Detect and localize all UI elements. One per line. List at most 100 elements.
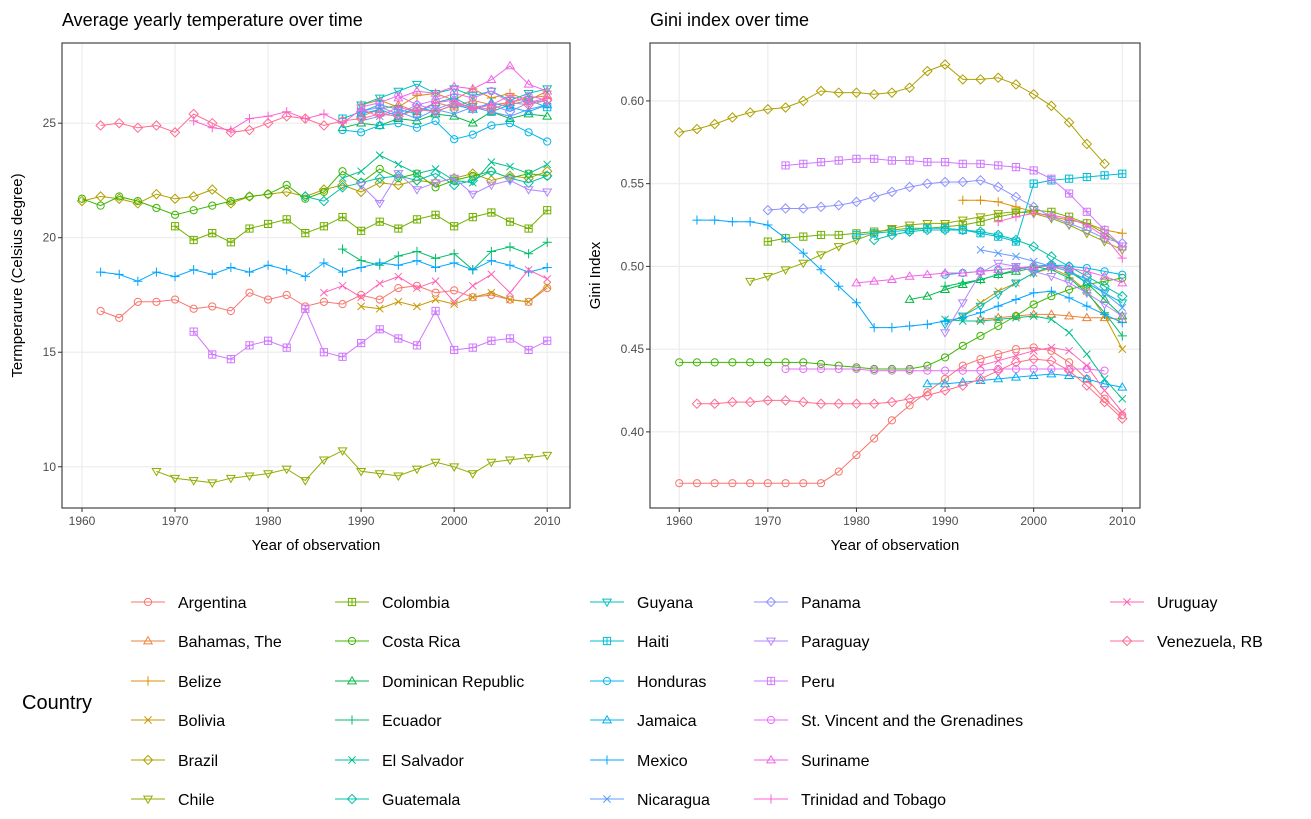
data-point <box>338 212 347 222</box>
data-point <box>868 398 880 410</box>
data-point <box>504 177 516 186</box>
data-point <box>524 345 533 355</box>
data-point <box>449 463 460 472</box>
data-point <box>504 97 516 108</box>
data-point <box>992 181 1004 193</box>
data-point <box>133 276 143 286</box>
series-line <box>342 241 548 271</box>
data-point <box>318 456 329 466</box>
data-point <box>449 249 459 259</box>
data-point <box>301 229 310 238</box>
data-point <box>319 348 329 357</box>
data-point <box>430 179 441 188</box>
data-point <box>852 230 861 240</box>
data-point <box>781 479 790 488</box>
x-tick-label: 2000 <box>441 514 468 528</box>
legend-label: Costa Rica <box>382 634 460 651</box>
legend-label: Dominican Republic <box>382 674 524 691</box>
data-point <box>151 120 162 131</box>
legend-item: Ecuador <box>335 713 442 730</box>
data-point <box>958 159 967 168</box>
legend-item: Bolivia <box>131 713 225 730</box>
data-point <box>922 65 933 77</box>
legend-key-marker <box>143 597 153 607</box>
legend-label: Haiti <box>637 634 669 651</box>
data-point <box>1011 252 1020 261</box>
data-point <box>357 338 366 348</box>
data-point <box>468 93 477 103</box>
data-point <box>1118 270 1127 279</box>
data-point <box>691 123 703 135</box>
series-line <box>156 450 548 484</box>
data-point <box>780 203 791 214</box>
data-point <box>975 269 986 279</box>
data-point <box>922 319 932 329</box>
data-point <box>412 123 422 132</box>
data-point <box>763 237 772 246</box>
data-point <box>1046 309 1057 318</box>
data-point <box>852 450 861 460</box>
data-point <box>709 118 720 130</box>
data-point <box>206 117 218 129</box>
data-point <box>207 269 217 279</box>
data-point <box>1065 346 1074 355</box>
data-point <box>300 272 310 282</box>
data-point <box>468 293 477 302</box>
legend-item: Honduras <box>590 674 706 691</box>
data-point <box>357 103 366 112</box>
data-point <box>487 336 496 345</box>
data-point <box>374 94 385 104</box>
data-point <box>319 109 329 119</box>
data-point <box>524 224 533 233</box>
data-point <box>450 286 459 295</box>
data-point <box>994 321 1003 331</box>
data-point <box>244 113 255 124</box>
data-point <box>1028 241 1039 252</box>
series-line <box>998 212 1123 259</box>
data-point <box>357 167 366 176</box>
data-point <box>152 203 161 213</box>
data-point <box>1082 361 1091 370</box>
data-point <box>1099 280 1110 292</box>
data-point <box>993 259 1004 269</box>
data-point <box>543 160 552 169</box>
data-point <box>833 87 845 98</box>
data-point <box>940 374 950 384</box>
data-point <box>467 190 478 200</box>
data-point <box>468 178 477 187</box>
data-point <box>467 117 478 127</box>
data-point <box>337 244 348 254</box>
data-point <box>393 110 404 122</box>
data-point <box>1011 351 1020 360</box>
data-point <box>524 265 533 274</box>
data-point <box>357 128 366 137</box>
data-point <box>281 110 292 122</box>
data-point <box>1011 345 1021 354</box>
data-point <box>468 281 477 290</box>
data-point <box>337 179 348 191</box>
data-point <box>541 170 553 182</box>
data-point <box>448 99 460 111</box>
data-point <box>430 253 441 263</box>
panel-background <box>62 43 570 508</box>
legend-key-marker <box>142 635 154 645</box>
data-point <box>1099 232 1110 242</box>
data-point <box>868 234 880 246</box>
data-point <box>337 182 348 193</box>
data-point <box>505 119 515 128</box>
data-point <box>976 159 985 168</box>
data-point <box>282 290 291 300</box>
data-point <box>245 192 254 201</box>
data-point <box>834 156 843 165</box>
data-point <box>467 175 479 186</box>
plot-panel <box>650 43 1140 508</box>
legend-item: Paraguay <box>754 634 870 651</box>
data-point <box>450 89 459 98</box>
x-tick-label: 1960 <box>666 514 693 528</box>
legend-item: Costa Rica <box>335 634 460 651</box>
data-point <box>393 472 404 482</box>
data-point <box>1063 365 1075 376</box>
data-point <box>958 278 968 288</box>
data-point <box>692 358 702 367</box>
data-point <box>338 167 347 176</box>
